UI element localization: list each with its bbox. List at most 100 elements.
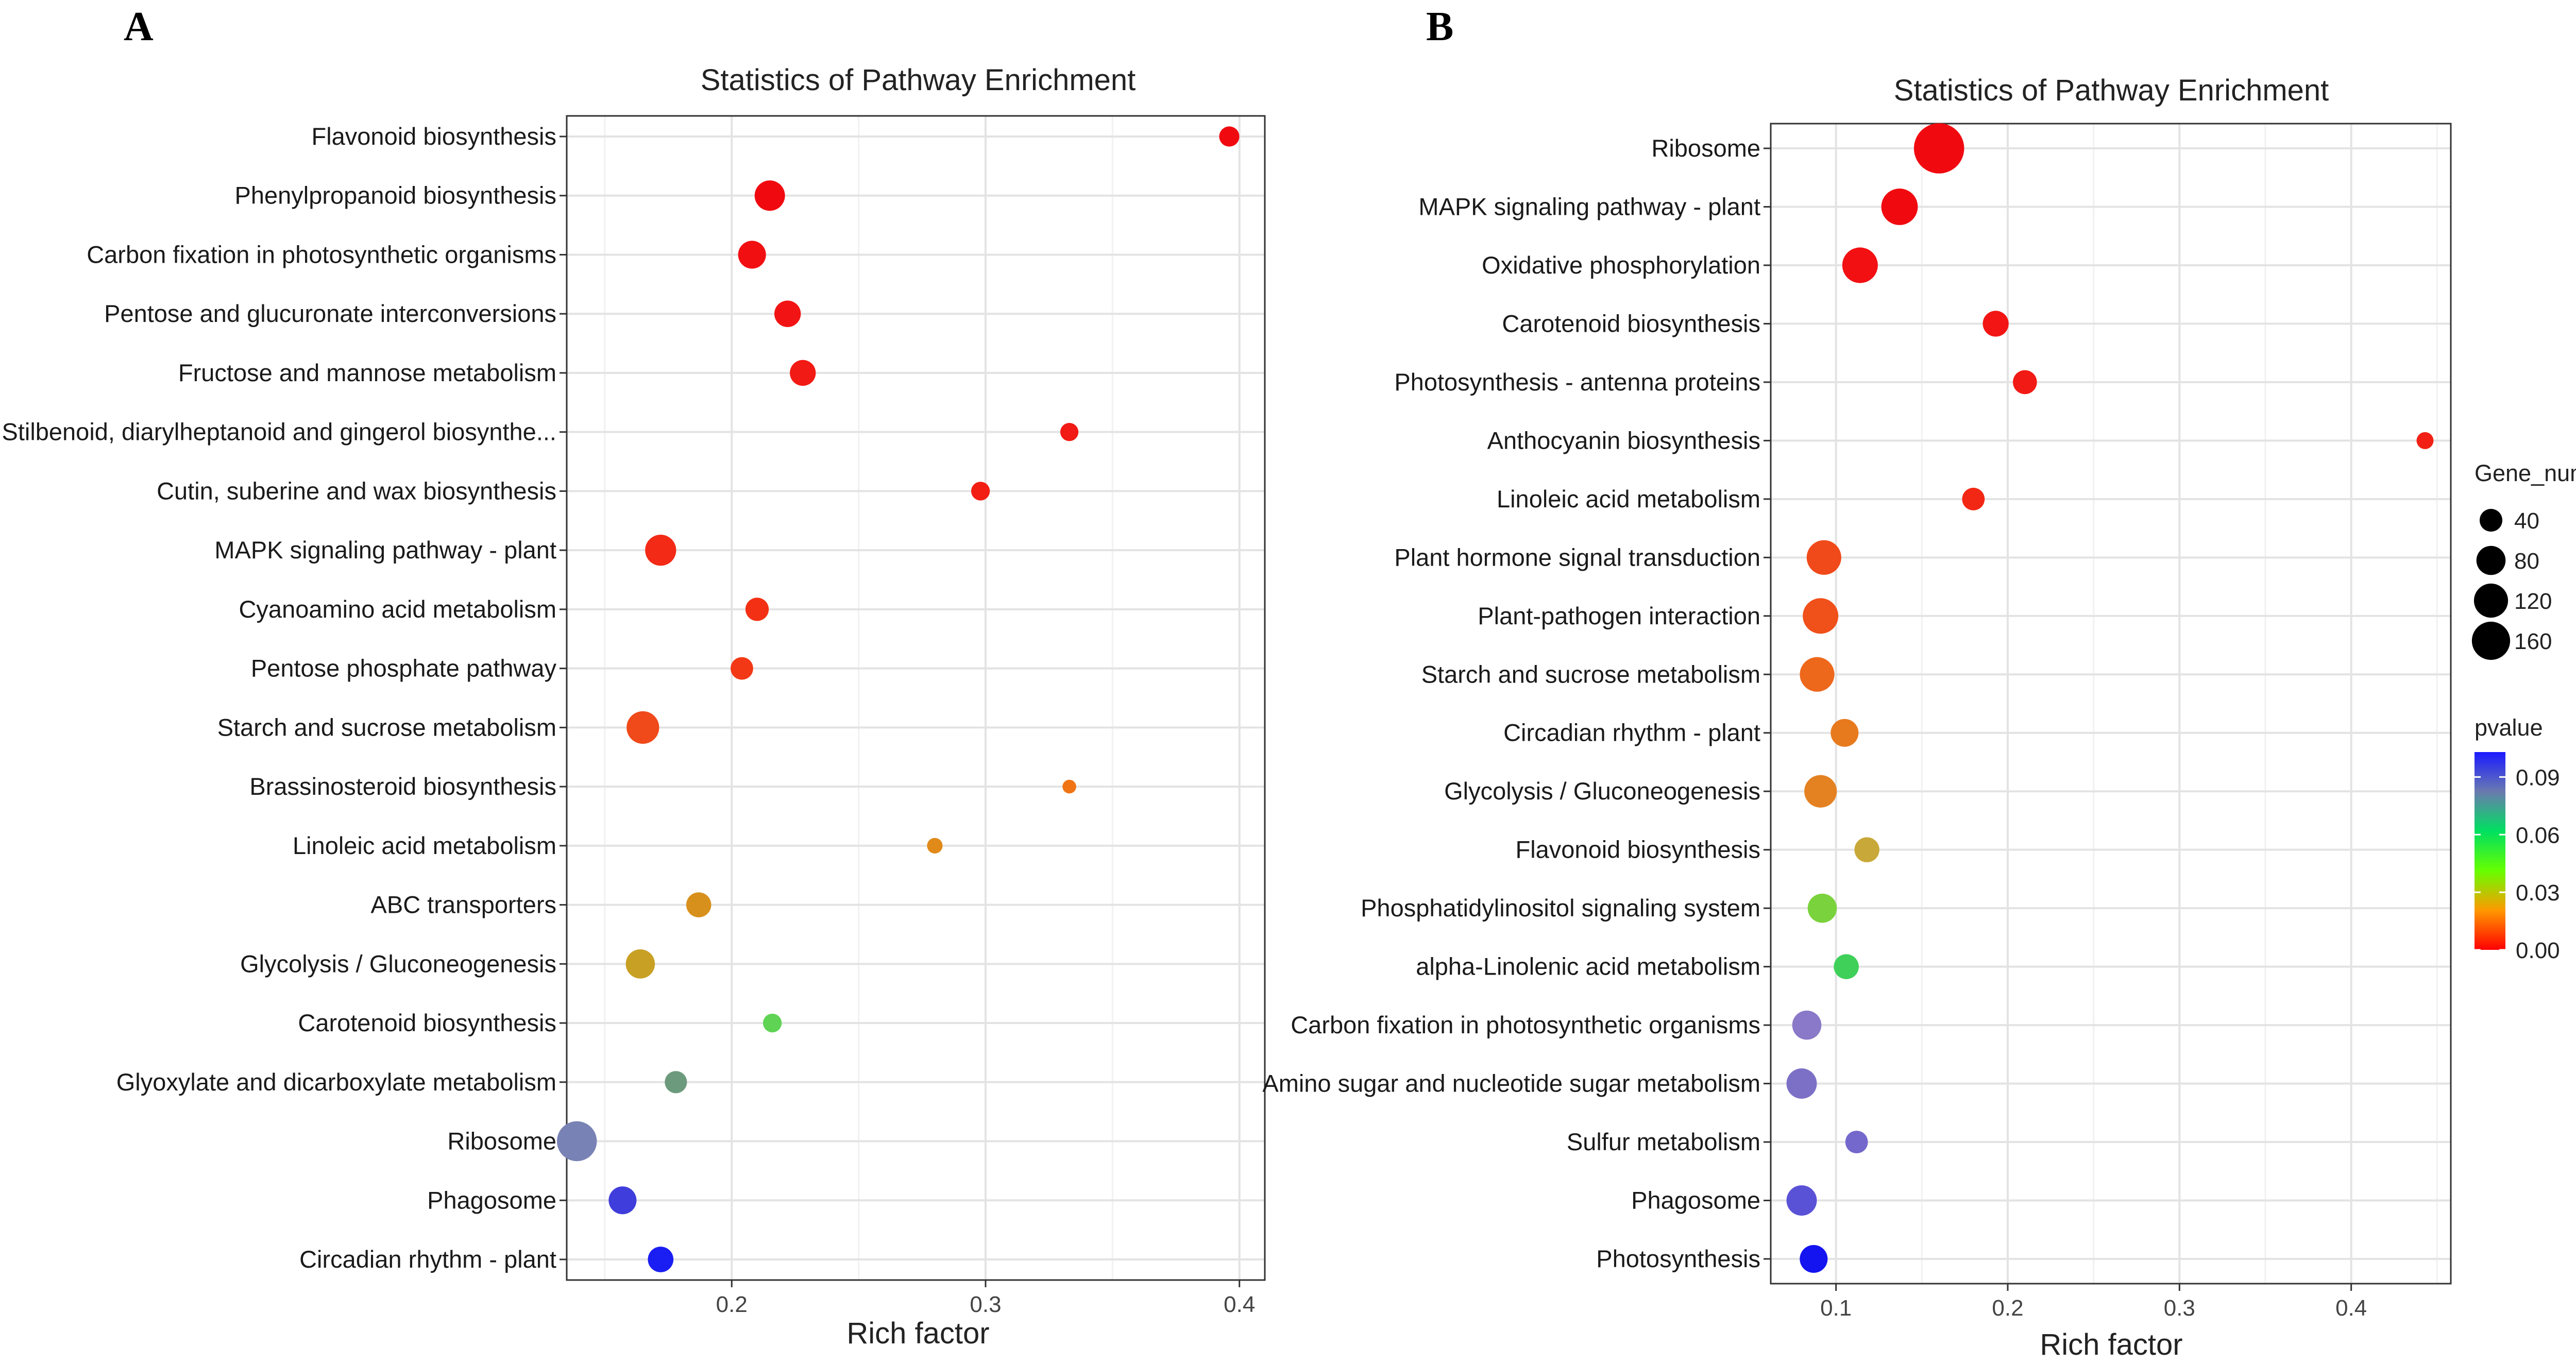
panel-b-data-point bbox=[1800, 657, 1835, 692]
panel-b-category-label: Phagosome bbox=[1631, 1187, 1760, 1214]
legend-size-dot bbox=[2476, 545, 2506, 575]
panel-b-data-point bbox=[1962, 487, 1985, 510]
panel-b-category-label: Glycolysis / Gluconeogenesis bbox=[1444, 777, 1760, 805]
panel-b-x-tick-label: 0.3 bbox=[2164, 1295, 2195, 1321]
panel-b-data-point bbox=[1786, 1185, 1817, 1216]
panel-b-data-point bbox=[1792, 1010, 1822, 1040]
legend-size-dot bbox=[2471, 621, 2511, 660]
panel-a-data-point bbox=[731, 657, 753, 680]
panel-b-data-point bbox=[1982, 311, 2009, 337]
legend-color-tick-label: 0.00 bbox=[2516, 938, 2560, 963]
panel-a-x-axis-title: Rich factor bbox=[846, 1317, 989, 1350]
panel-a-category-label: Ribosome bbox=[447, 1128, 556, 1155]
panel-a-category-label: Stilbenoid, diarylheptanoid and gingerol… bbox=[2, 418, 556, 446]
panel-a-panel-border bbox=[566, 115, 1266, 1281]
legend-size-label: 160 bbox=[2514, 629, 2552, 654]
panel-a-data-point bbox=[608, 1186, 637, 1215]
panel-b-category-label: Photosynthesis - antenna proteins bbox=[1394, 368, 1760, 396]
panel-b-data-point bbox=[1807, 893, 1837, 923]
panel-b-plot-area: Ribosome MAPK signaling pathway - plant Ox… bbox=[1262, 123, 2452, 1321]
panel-b-data-point bbox=[1803, 598, 1839, 634]
panel-b-category-label: Starch and sucrose metabolism bbox=[1421, 660, 1760, 688]
panel-a-data-point bbox=[738, 241, 766, 269]
panel-b-category-label: Linoleic acid metabolism bbox=[1497, 485, 1760, 513]
panel-a-category-label: Cyanoamino acid metabolism bbox=[239, 595, 556, 623]
panel-a-data-point bbox=[665, 1071, 687, 1094]
panel-a-data-point bbox=[556, 1121, 597, 1162]
legend-color-ticks: 0.09 0.06 0.03 0.00 bbox=[2475, 765, 2560, 963]
legend-size-dot bbox=[2473, 583, 2509, 618]
panel-a-data-point bbox=[745, 598, 769, 621]
panel-a-data-point bbox=[971, 482, 990, 501]
panel-b-data-point bbox=[1806, 540, 1841, 575]
panel-b: B Statistics of Pathway Enrichment Ribos… bbox=[1262, 4, 2452, 1361]
panel-b-category-label: Amino sugar and nucleotide sugar metabol… bbox=[1262, 1070, 1760, 1097]
panel-a-data-point bbox=[686, 892, 711, 917]
panel-b-x-axis-title: Rich factor bbox=[2040, 1328, 2182, 1361]
panel-b-data-point bbox=[2416, 432, 2434, 449]
panel-b-title: Statistics of Pathway Enrichment bbox=[1894, 74, 2329, 107]
panel-a-data-point bbox=[1219, 126, 1240, 147]
panel-a-x-tick-label: 0.2 bbox=[716, 1292, 748, 1317]
panel-a-category-label: Flavonoid biosynthesis bbox=[312, 123, 557, 150]
panel-a-category-label: ABC transporters bbox=[371, 891, 556, 918]
panel-b-data-point bbox=[1804, 775, 1837, 808]
panel-a-data-point bbox=[927, 838, 943, 854]
panel-b-data-point bbox=[2013, 370, 2037, 395]
panel-a-data-point bbox=[625, 949, 655, 979]
panel-b-data-point bbox=[1854, 837, 1879, 862]
panel-a-category-label: Linoleic acid metabolism bbox=[293, 832, 556, 859]
panel-b-category-label: Phosphatidylinositol signaling system bbox=[1361, 894, 1760, 922]
panel-b-category-label: alpha-Linolenic acid metabolism bbox=[1416, 953, 1760, 980]
panel-b-category-label: Photosynthesis bbox=[1596, 1245, 1760, 1272]
panel-b-category-label: Plant hormone signal transduction bbox=[1394, 543, 1760, 571]
panel-b-category-label: Plant-pathogen interaction bbox=[1478, 602, 1760, 629]
legend-size-entries: 40 80 120 160 bbox=[2471, 508, 2552, 660]
panel-a-data-point bbox=[1060, 423, 1079, 441]
panel-b-data-point bbox=[1845, 1131, 1868, 1153]
panel-b-category-label: Ribosome bbox=[1651, 134, 1760, 162]
panel-b-category-label: Oxidative phosphorylation bbox=[1482, 251, 1760, 279]
legend-color-tick-label: 0.03 bbox=[2516, 880, 2560, 906]
panel-b-x-tick-label: 0.4 bbox=[2335, 1295, 2367, 1321]
panel-b-data-point bbox=[1831, 719, 1859, 747]
panel-a-data-point bbox=[626, 711, 659, 744]
panel-b-category-label: MAPK signaling pathway - plant bbox=[1418, 193, 1760, 220]
legend-color-tick-label: 0.09 bbox=[2516, 765, 2560, 790]
panel-b-data-point bbox=[1800, 1244, 1828, 1273]
panel-a-x-tick-label: 0.4 bbox=[1224, 1292, 1255, 1317]
panel-a-category-label: Glyoxylate and dicarboxylate metabolism bbox=[116, 1068, 556, 1096]
panel-a-category-label: Phagosome bbox=[427, 1186, 556, 1214]
panel-a-data-point bbox=[790, 360, 816, 386]
panel-b-data-point bbox=[1913, 123, 1964, 174]
panel-a-category-label: Cutin, suberine and wax biosynthesis bbox=[157, 477, 556, 504]
panel-b-panel-bg bbox=[1771, 124, 2451, 1284]
panel-a-x-tick-label: 0.3 bbox=[970, 1292, 1001, 1317]
legend-color-tick-label: 0.06 bbox=[2516, 823, 2560, 848]
panel-b-category-label: Carbon fixation in photosynthetic organi… bbox=[1291, 1011, 1760, 1038]
panel-b-data-point bbox=[1834, 954, 1859, 979]
panel-a-plot-area: Flavonoid biosynthesis Phenylpropanoid bi… bbox=[2, 115, 1266, 1317]
panel-a-category-label: Starch and sucrose metabolism bbox=[217, 713, 556, 741]
panel-a-data-point bbox=[762, 1013, 782, 1033]
panel-a-category-label: Carotenoid biosynthesis bbox=[298, 1009, 556, 1036]
panel-a-data-point bbox=[1062, 779, 1076, 794]
legend-color-title: pvalue bbox=[2475, 714, 2543, 741]
panel-a-title: Statistics of Pathway Enrichment bbox=[701, 63, 1136, 97]
panel-a-panel-bg bbox=[567, 116, 1265, 1280]
legend-size-label: 120 bbox=[2514, 589, 2552, 614]
legend-size-title: Gene_number bbox=[2475, 460, 2576, 486]
panel-b-letter: B bbox=[1426, 4, 1453, 49]
legend-colorbar bbox=[2475, 752, 2505, 950]
panel-a-category-label: MAPK signaling pathway - plant bbox=[214, 536, 556, 564]
panel-a-data-point bbox=[648, 1247, 674, 1272]
panel-a-category-label: Brassinosteroid biosynthesis bbox=[249, 773, 556, 800]
panel-a-category-label: Glycolysis / Gluconeogenesis bbox=[240, 950, 556, 977]
legend-size-label: 40 bbox=[2514, 508, 2539, 534]
panel-a-letter: A bbox=[124, 4, 154, 49]
panel-a-data-point bbox=[774, 300, 801, 327]
panel-b-data-point bbox=[1786, 1068, 1817, 1099]
panel-a: A Statistics of Pathway Enrichment Flavo… bbox=[2, 4, 1266, 1350]
